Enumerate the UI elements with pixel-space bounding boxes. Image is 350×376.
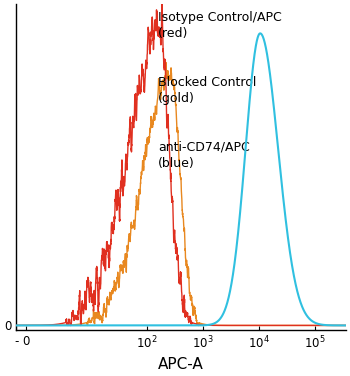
- Text: Isotype Control/APC
(red): Isotype Control/APC (red): [158, 11, 282, 40]
- Text: anti-CD74/APC
(blue): anti-CD74/APC (blue): [158, 141, 250, 170]
- Text: Blocked Control
(gold): Blocked Control (gold): [158, 76, 257, 105]
- X-axis label: APC-A: APC-A: [158, 357, 204, 372]
